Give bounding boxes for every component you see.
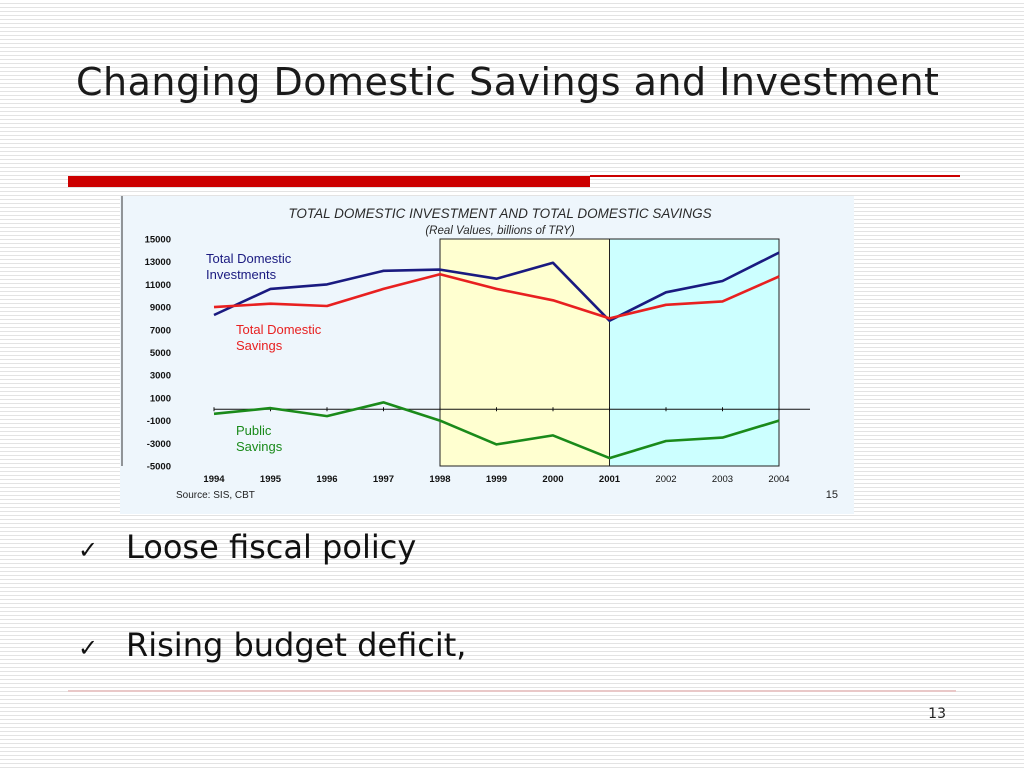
y-tick-label: 5000: [150, 348, 171, 359]
y-tick-label: 3000: [150, 371, 171, 382]
series-line: [213, 401, 780, 460]
series-label: Total Domestic: [236, 322, 322, 337]
chart-source: Source: SIS, CBT: [176, 490, 255, 501]
series-label: Investments: [206, 267, 277, 282]
y-tick-label: 9000: [150, 303, 171, 314]
page-number: 13: [928, 706, 946, 722]
x-tick-label: 2002: [655, 474, 676, 485]
x-tick-label: 1994: [203, 474, 225, 485]
bullet-text: Loose fiscal policy: [126, 528, 417, 566]
x-tick-label: 1998: [429, 474, 450, 485]
y-tick-label: -1000: [147, 416, 171, 427]
checkmark-icon: ✓: [78, 634, 99, 662]
line-chart: TOTAL DOMESTIC INVESTMENT AND TOTAL DOME…: [121, 196, 838, 501]
y-tick-label: -5000: [147, 462, 171, 473]
y-tick-label: 11000: [145, 280, 171, 291]
title-accent-bar: [68, 176, 590, 187]
x-tick-label: 1996: [316, 474, 337, 485]
chart-page-ref: 15: [826, 489, 838, 501]
series-line: [213, 251, 780, 322]
y-tick-label: 7000: [150, 325, 171, 336]
x-tick-label: 2001: [599, 474, 621, 485]
series-label: Savings: [236, 439, 283, 454]
series-label: Savings: [236, 338, 283, 353]
x-tick-label: 2004: [768, 474, 789, 485]
y-tick-label: -3000: [147, 439, 171, 450]
x-tick-label: 1997: [373, 474, 394, 485]
title-accent-line: [590, 175, 960, 177]
checkmark-icon: ✓: [78, 536, 99, 564]
chart-image: TOTAL DOMESTIC INVESTMENT AND TOTAL DOME…: [120, 196, 854, 514]
shaded-region: [439, 238, 610, 467]
x-tick-label: 2000: [542, 474, 563, 485]
series-line: [213, 272, 780, 320]
bullet-text: Rising budget deficit,: [126, 626, 467, 664]
x-tick-label: 1999: [486, 474, 507, 485]
chart-subtitle: (Real Values, billions of TRY): [425, 225, 575, 237]
series-label: Public: [236, 423, 272, 438]
shaded-region: [609, 238, 780, 467]
x-tick-label: 2003: [712, 474, 733, 485]
slide-title: Changing Domestic Savings and Investment: [76, 60, 940, 104]
y-tick-label: 13000: [145, 257, 171, 268]
footer-divider: [68, 690, 956, 692]
chart-title: TOTAL DOMESTIC INVESTMENT AND TOTAL DOME…: [288, 206, 711, 221]
x-tick-label: 1995: [260, 474, 282, 485]
y-tick-label: 15000: [145, 235, 171, 246]
y-tick-label: 1000: [150, 393, 171, 404]
series-label: Total Domestic: [206, 251, 292, 266]
